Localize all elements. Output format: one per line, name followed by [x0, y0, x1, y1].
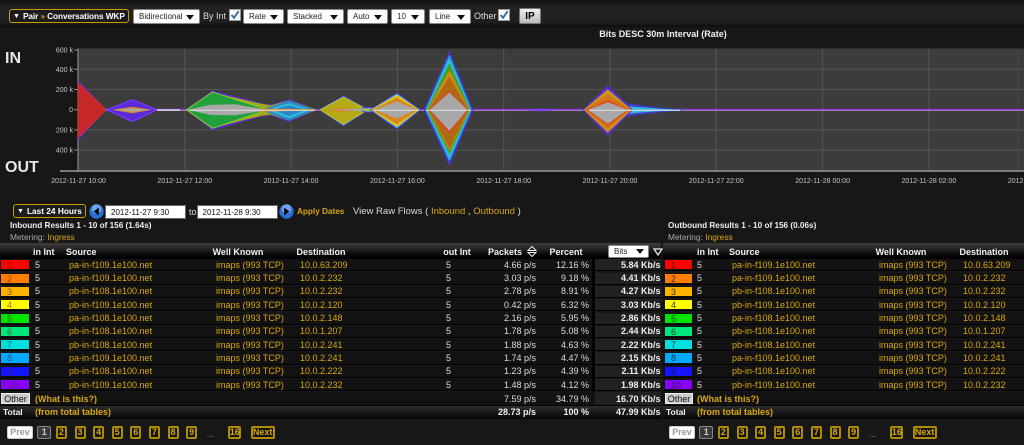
svg-text:2012-11-28 00:00: 2012-11-28 00:00	[795, 178, 850, 185]
svg-text:200 k: 200 k	[56, 87, 74, 94]
svg-text:2012-11-27 22:00: 2012-11-27 22:00	[689, 178, 744, 185]
svg-text:IN: IN	[5, 50, 21, 67]
svg-text:600 k: 600 k	[56, 48, 74, 55]
svg-text:0: 0	[69, 107, 73, 114]
svg-text:400 k: 400 k	[56, 148, 74, 155]
svg-text:2012-11-27 12:00: 2012-11-27 12:00	[157, 178, 212, 185]
svg-text:2012-11-27 14:00: 2012-11-27 14:00	[264, 178, 319, 185]
svg-text:2012-11-28 02:00: 2012-11-28 02:00	[902, 178, 957, 185]
svg-text:200 k: 200 k	[56, 127, 74, 134]
svg-text:2012-11-27 18:00: 2012-11-27 18:00	[476, 178, 531, 185]
svg-text:Bits DESC 30m Interval (Rate): Bits DESC 30m Interval (Rate)	[599, 29, 727, 39]
svg-text:2012-11-27 16:00: 2012-11-27 16:00	[370, 178, 425, 185]
svg-text:2012-11-28 04:00: 2012-11-28 04:00	[1008, 178, 1024, 185]
svg-text:400 k: 400 k	[56, 67, 74, 74]
svg-text:OUT: OUT	[5, 159, 39, 176]
svg-text:2012-11-27 20:00: 2012-11-27 20:00	[583, 178, 638, 185]
svg-text:2012-11-27 10:00: 2012-11-27 10:00	[51, 178, 106, 185]
